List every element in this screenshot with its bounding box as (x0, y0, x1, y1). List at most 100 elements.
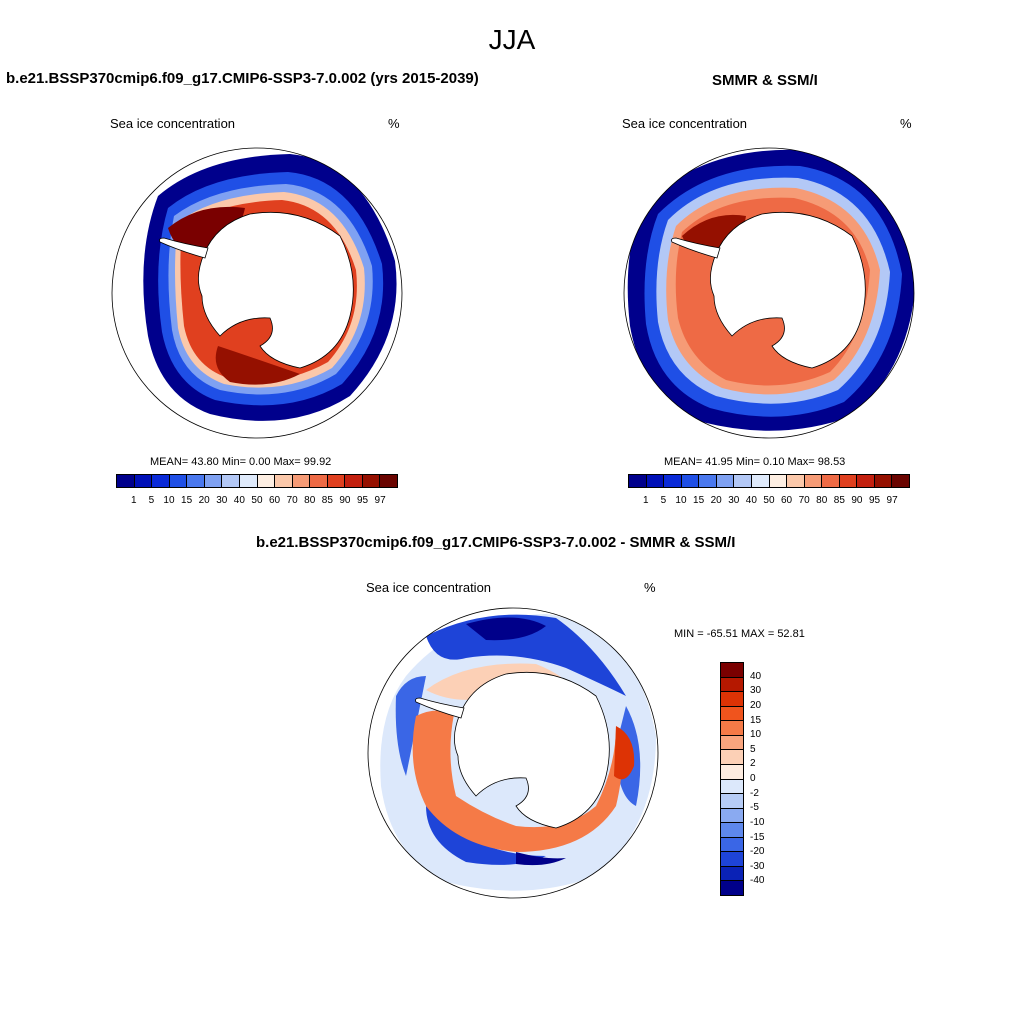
colorbar-obs-swatch (664, 475, 682, 487)
colorbar-diff-swatch (721, 823, 743, 838)
colorbar-diff-swatch (721, 808, 743, 824)
colorbar-diff-tick-label: 2 (750, 758, 756, 770)
colorbar-diff-swatch (721, 735, 743, 751)
colorbar-model-swatch (292, 475, 311, 487)
colorbar-obs-swatch (787, 475, 805, 487)
colorbar-model-swatch (152, 475, 170, 487)
colorbar-model-swatch (239, 475, 258, 487)
colorbar-ticks-obs: 1 5 10 15 20 30 40 50 60 70 80 85 90 95 97 (628, 495, 910, 506)
antarctica-continent-diff (454, 671, 610, 829)
colorbar-model-tick-label: 40 (233, 495, 245, 506)
colorbar-obs-swatch (769, 475, 788, 487)
colorbar-diff-swatch (721, 677, 743, 693)
colorbar-obs-swatch (892, 475, 909, 487)
colorbar-model-swatch (380, 475, 397, 487)
units-label-diff: % (644, 580, 656, 595)
colorbar-model-swatch (134, 475, 153, 487)
colorbar-model-tick-label: 1 (131, 495, 137, 506)
colorbar-diff-tick-label: -20 (750, 846, 765, 858)
colorbar-diff-tick-label: 5 (750, 743, 756, 755)
colorbar-model-tick-label: 5 (148, 495, 155, 506)
panel-title-model: b.e21.BSSP370cmip6.f09_g17.CMIP6-SSP3-7.… (6, 70, 479, 87)
variable-label-model: Sea ice concentration (110, 116, 236, 131)
colorbar-model-swatch (327, 475, 346, 487)
colorbar-model-swatch (275, 475, 293, 487)
panel-title-obs: SMMR & SSM/I (712, 72, 818, 89)
colorbar-diff-tick-label: -5 (750, 802, 759, 814)
colorbar-model-swatch (187, 475, 205, 487)
colorbar-diff-swatch (721, 779, 743, 795)
map-boundary-diff (367, 607, 659, 899)
colorbar-diff-swatch (721, 881, 743, 895)
colorbar-diff-swatch (721, 794, 743, 809)
antarctica-continent-obs (710, 211, 866, 369)
colorbar-diff-tick-label: 40 (750, 670, 762, 682)
colorbar-obs-swatch (839, 475, 858, 487)
colorbar-diff-swatch (721, 837, 743, 853)
colorbar-model-tick-label: 30 (216, 495, 228, 506)
map-boundary-model (111, 147, 403, 439)
colorbar-model-tick-label: 95 (356, 495, 369, 506)
colorbar-diff (720, 662, 744, 896)
colorbar-diff-tick-label: 15 (750, 714, 762, 726)
variable-label-diff: Sea ice concentration (366, 580, 492, 595)
colorbar-diff-swatch (721, 866, 743, 882)
colorbar-obs-tick-label: 95 (868, 495, 881, 506)
colorbar-model-swatch (257, 475, 276, 487)
colorbar-model-swatch (310, 475, 328, 487)
antarctic-peninsula-model (159, 237, 209, 259)
colorbar-obs-tick-label: 90 (851, 495, 863, 506)
colorbar-diff-tick-label: -15 (750, 831, 765, 843)
colorbar-diff-tick-label: -2 (750, 787, 759, 799)
colorbar-model-swatch (345, 475, 363, 487)
colorbar-model-swatch (222, 475, 240, 487)
colorbar-obs: 1 5 10 15 20 30 40 50 60 70 80 85 90 95 97 (628, 474, 910, 506)
colorbar-obs-swatch (857, 475, 875, 487)
colorbar-obs-tick-label: 97 (886, 495, 898, 506)
colorbar-diff-swatch (721, 663, 743, 678)
colorbar-obs-swatch (629, 475, 647, 487)
colorbar-obs-tick-label: 10 (675, 495, 687, 506)
antarctic-peninsula-diff (415, 697, 465, 719)
colorbar-obs-swatch (874, 475, 893, 487)
colorbar-diff-tick-label: 0 (750, 773, 756, 784)
colorbar-model-tick-label: 60 (268, 495, 281, 506)
colorbar-obs-tick-label: 30 (728, 495, 740, 506)
colorbar-model: 1 5 10 15 20 30 40 50 60 70 80 85 90 95 97 (116, 474, 398, 506)
colorbar-model-tick-label: 80 (304, 495, 316, 506)
colorbar-diff-tick-label: -30 (750, 860, 765, 872)
colorbar-model-tick-label: 15 (181, 495, 193, 506)
colorbar-obs-tick-label: 85 (833, 495, 845, 506)
colorbar-ticks-diff: 40 30 20 15 10 5 2 0 -2 -5 -10 -15 -20 -30 -40 (750, 662, 790, 896)
colorbar-diff-tick-label: 30 (750, 685, 762, 697)
colorbar-model-tick-label: 10 (163, 495, 175, 506)
colorbar-diff-swatch (721, 721, 743, 736)
colorbar-diff-swatch (721, 692, 743, 707)
colorbar-diff-tick-label: 20 (750, 699, 762, 711)
colorbar-obs-swatch (804, 475, 823, 487)
colorbar-obs-tick-label: 1 (643, 495, 649, 506)
colorbar-obs-swatch (822, 475, 840, 487)
colorbar-obs-tick-label: 15 (693, 495, 705, 506)
colorbar-obs-tick-label: 70 (798, 495, 810, 506)
colorbar-model-swatch (362, 475, 381, 487)
stats-model: MEAN= 43.80 Min= 0.00 Max= 99.92 (150, 456, 332, 468)
colorbar-obs-tick-label: 60 (780, 495, 793, 506)
colorbar-obs-swatch (734, 475, 752, 487)
colorbar-obs-tick-label: 5 (660, 495, 667, 506)
colorbar-model-swatch (204, 475, 223, 487)
colorbar-obs-swatch (699, 475, 717, 487)
units-label-obs: % (900, 116, 912, 131)
colorbar-model-swatch (117, 475, 135, 487)
stats-obs: MEAN= 41.95 Min= 0.10 Max= 98.53 (664, 456, 846, 468)
colorbar-obs-swatch (646, 475, 665, 487)
colorbar-obs-swatch (681, 475, 700, 487)
colorbar-model-tick-label: 50 (251, 495, 263, 506)
units-label-model: % (388, 116, 400, 131)
colorbar-diff-swatch (721, 852, 743, 867)
colorbar-model-tick-label: 90 (339, 495, 351, 506)
variable-label-obs: Sea ice concentration (622, 116, 748, 131)
colorbar-obs-tick-label: 80 (816, 495, 828, 506)
colorbar-model-tick-label: 97 (374, 495, 386, 506)
colorbar-diff-tick-label: 10 (750, 729, 762, 741)
